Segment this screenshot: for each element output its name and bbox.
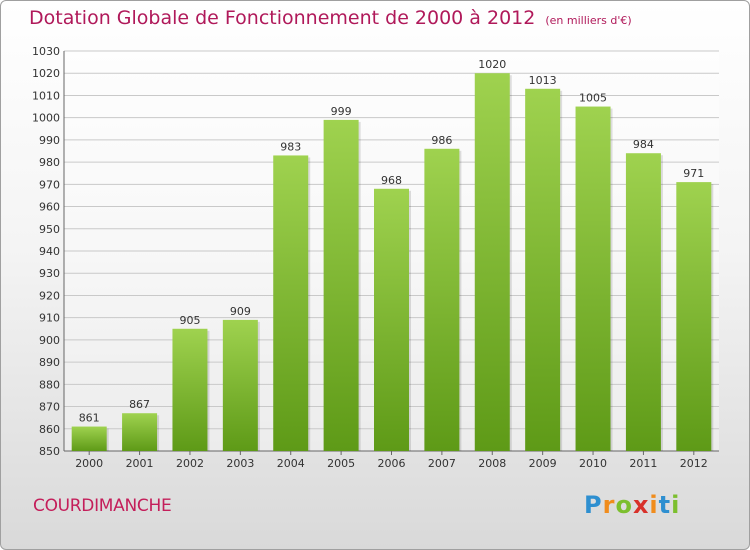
bar-value-label: 905 — [179, 314, 200, 327]
bar-value-label: 968 — [381, 174, 402, 187]
y-tick-label: 860 — [39, 423, 60, 436]
y-tick-label: 920 — [39, 289, 60, 302]
bar — [222, 319, 258, 451]
x-tick-label: 2004 — [277, 457, 305, 470]
bar — [625, 153, 661, 451]
bar-value-label: 861 — [79, 412, 100, 425]
proxiti-logo: Proxiti — [584, 491, 680, 519]
logo-letter: i — [649, 491, 659, 519]
bar-value-label: 1013 — [529, 74, 557, 87]
bar-value-label: 1005 — [579, 92, 607, 105]
y-tick-label: 950 — [39, 223, 60, 236]
bar — [525, 88, 561, 452]
y-tick-label: 930 — [39, 267, 60, 280]
y-tick-label: 980 — [39, 156, 60, 169]
logo-letter: x — [632, 491, 650, 519]
y-tick-label: 900 — [39, 334, 60, 347]
x-tick-label: 2010 — [579, 457, 607, 470]
logo-letter: o — [615, 491, 633, 519]
x-tick-label: 2003 — [226, 457, 254, 470]
bar — [71, 426, 107, 451]
y-tick-label: 1020 — [32, 67, 60, 80]
y-tick-label: 1000 — [32, 112, 60, 125]
y-tick-label: 1010 — [32, 89, 60, 102]
x-tick-label: 2006 — [378, 457, 406, 470]
bar-value-label: 986 — [431, 134, 452, 147]
chart-title: Dotation Globale de Fonctionnement de 20… — [29, 7, 632, 29]
y-tick-label: 870 — [39, 401, 60, 414]
y-tick-label: 850 — [39, 445, 60, 458]
logo-letter: r — [602, 491, 616, 519]
chart-title-text: Dotation Globale de Fonctionnement de 20… — [29, 7, 536, 29]
logo-letter: i — [671, 491, 681, 519]
bar-value-label: 1020 — [478, 58, 506, 71]
unit-note: (en milliers d'€) — [545, 14, 632, 27]
y-tick-label: 990 — [39, 134, 60, 147]
bar-value-label: 983 — [280, 140, 301, 153]
bar — [424, 148, 460, 451]
y-tick-label: 910 — [39, 312, 60, 325]
y-tick-label: 880 — [39, 378, 60, 391]
x-tick-label: 2000 — [75, 457, 103, 470]
bar-value-label: 867 — [129, 398, 150, 411]
x-tick-label: 2009 — [529, 457, 557, 470]
bar — [474, 73, 510, 451]
x-tick-label: 2008 — [478, 457, 506, 470]
y-tick-label: 970 — [39, 178, 60, 191]
bar — [374, 188, 409, 451]
y-tick-label: 1030 — [32, 45, 60, 58]
x-tick-label: 2012 — [680, 457, 708, 470]
bar — [323, 119, 359, 451]
bar — [172, 328, 208, 451]
bar — [273, 155, 309, 451]
x-tick-label: 2002 — [176, 457, 204, 470]
bar-value-label: 999 — [331, 105, 352, 118]
bar-value-label: 971 — [683, 167, 704, 180]
bar-value-label: 984 — [633, 138, 654, 151]
bar-value-label: 909 — [230, 305, 251, 318]
logo-letter: P — [584, 491, 603, 519]
x-tick-label: 2005 — [327, 457, 355, 470]
y-tick-label: 940 — [39, 245, 60, 258]
x-tick-label: 2007 — [428, 457, 456, 470]
x-tick-label: 2011 — [629, 457, 657, 470]
x-tick-label: 2001 — [126, 457, 154, 470]
logo-letter: t — [658, 491, 672, 519]
bar — [122, 413, 158, 451]
bar — [676, 182, 712, 451]
y-tick-label: 890 — [39, 356, 60, 369]
bar — [575, 106, 611, 452]
commune-name: COURDIMANCHE — [33, 496, 172, 516]
y-tick-label: 960 — [39, 201, 60, 214]
